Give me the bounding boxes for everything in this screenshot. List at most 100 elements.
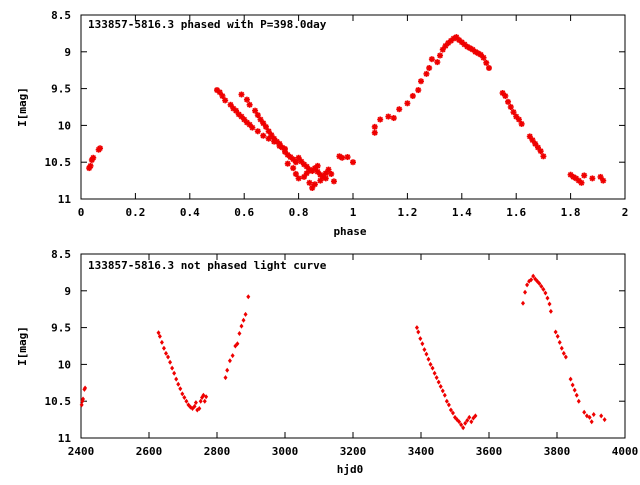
data-point [529, 277, 534, 283]
data-points [79, 273, 607, 431]
data-point [243, 311, 248, 317]
data-point [159, 339, 164, 345]
data-point [306, 179, 313, 186]
data-point [461, 425, 466, 431]
data-point [404, 100, 411, 107]
data-point [225, 367, 230, 373]
y-tick-label: 8.5 [51, 248, 71, 261]
data-point [574, 392, 579, 398]
data-point [599, 413, 604, 419]
data-point [537, 148, 544, 155]
data-point [418, 78, 424, 85]
data-point [591, 411, 596, 417]
x-tick-label: 0.4 [180, 206, 200, 219]
y-tick-label: 9.5 [51, 83, 71, 96]
x-tick-label: 1 [350, 206, 357, 219]
data-point [252, 107, 259, 114]
x-tick-label: 1.2 [397, 206, 417, 219]
data-point [157, 333, 162, 339]
data-point [537, 280, 542, 286]
data-point [442, 392, 447, 398]
data-point [325, 166, 332, 173]
data-point [204, 394, 209, 400]
y-tick-label: 11 [58, 193, 72, 206]
data-point [180, 391, 185, 397]
data-point [79, 402, 84, 408]
data-point [502, 92, 509, 99]
data-point [561, 350, 566, 356]
data-point [241, 317, 246, 323]
data-point [193, 400, 198, 406]
data-point [414, 325, 419, 331]
data-point [409, 92, 416, 99]
data-point [271, 138, 278, 145]
data-point [480, 54, 487, 61]
data-point [344, 154, 351, 161]
data-point [420, 341, 425, 347]
data-point [483, 59, 490, 66]
data-point [440, 388, 445, 394]
data-point [311, 181, 318, 188]
data-point [432, 370, 437, 376]
data-point [170, 365, 175, 371]
data-point [156, 330, 161, 336]
x-axis-label: hjd0 [337, 463, 364, 476]
data-point [515, 116, 522, 123]
data-point [547, 301, 552, 307]
data-point [371, 123, 378, 130]
x-axis-label: phase [333, 225, 366, 238]
data-point [172, 370, 177, 376]
data-point [582, 409, 587, 415]
data-point [581, 172, 588, 179]
data-point [174, 376, 179, 382]
data-point [254, 112, 261, 119]
data-point [459, 422, 464, 428]
data-point [219, 92, 226, 99]
data-point [572, 387, 577, 393]
data-point [328, 170, 335, 177]
data-point [377, 116, 384, 123]
x-tick-label: 0.2 [125, 206, 145, 219]
data-point [243, 96, 250, 103]
data-point [525, 282, 530, 288]
data-point [292, 170, 299, 177]
data-point [262, 123, 269, 130]
data-point [223, 375, 228, 381]
x-tick-label: 3800 [544, 445, 571, 458]
data-point [292, 159, 299, 166]
data-point [254, 128, 261, 135]
data-point [330, 178, 337, 185]
data-point [222, 97, 229, 104]
data-point [317, 177, 324, 184]
data-point [230, 353, 235, 359]
data-point [587, 414, 592, 420]
data-point [371, 129, 378, 136]
data-point [198, 398, 203, 404]
data-point [518, 120, 525, 127]
data-point [545, 295, 550, 301]
data-point [600, 177, 607, 184]
data-point [463, 420, 468, 426]
y-tick-label: 10.5 [45, 156, 72, 169]
x-tick-label: 3600 [476, 445, 503, 458]
data-point [246, 294, 251, 300]
data-point [428, 361, 433, 367]
data-point [568, 376, 573, 382]
data-point [426, 356, 431, 362]
data-point [202, 398, 207, 404]
data-point [235, 341, 240, 347]
data-point [295, 175, 302, 182]
data-point [523, 289, 528, 295]
data-point [415, 87, 422, 94]
y-axis-label: I[mag] [16, 87, 29, 127]
data-point [246, 101, 253, 108]
y-tick-label: 10 [58, 358, 71, 371]
x-tick-label: 4000 [612, 445, 639, 458]
x-tick-label: 0 [78, 206, 85, 219]
data-point [465, 417, 470, 423]
x-tick-label: 3000 [272, 445, 299, 458]
data-point [416, 329, 421, 335]
y-tick-label: 11 [58, 432, 72, 445]
data-point [473, 413, 478, 419]
